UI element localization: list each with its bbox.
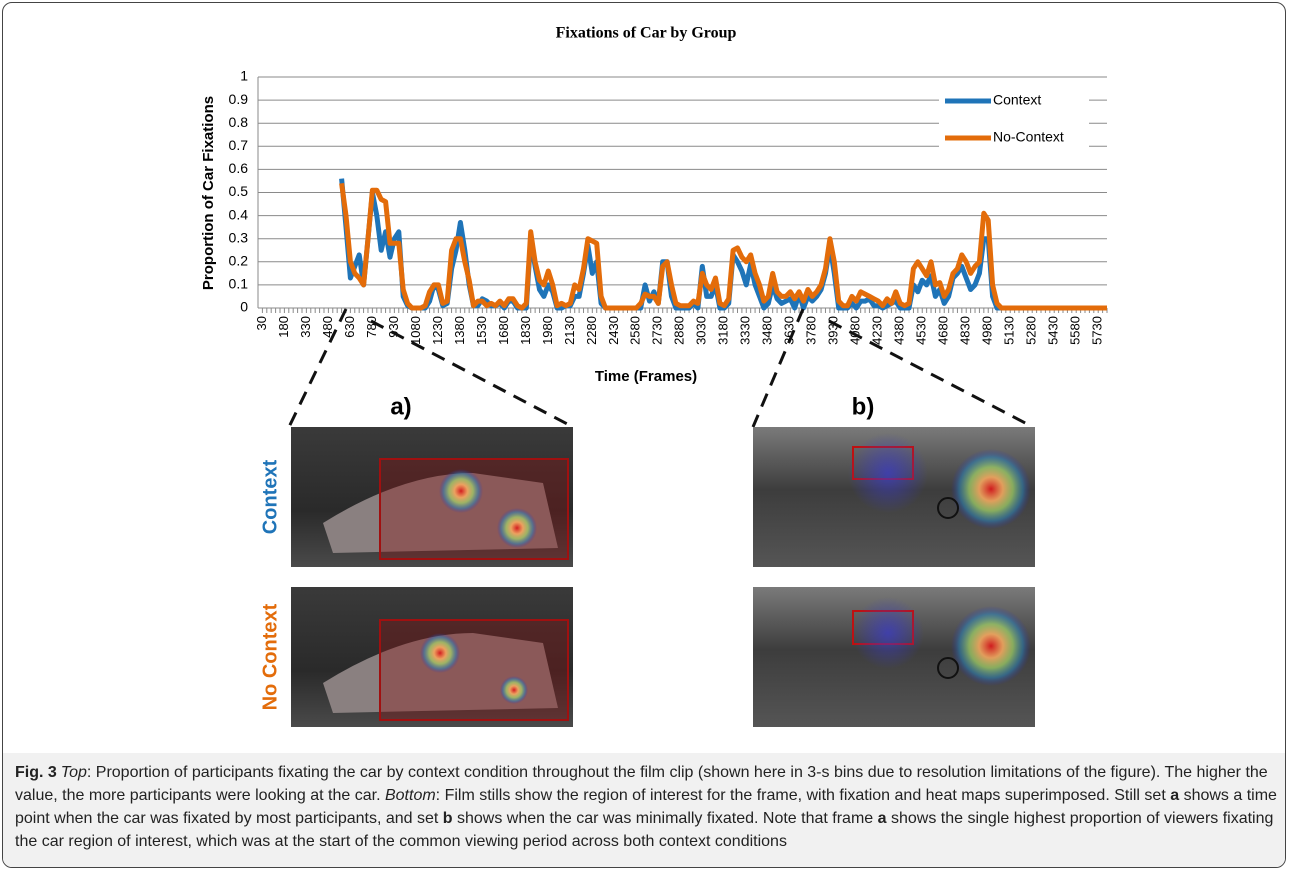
row-label: No Context	[259, 603, 281, 710]
x-tick-label: 2730	[650, 316, 665, 345]
x-axis-label: Time (Frames)	[595, 368, 697, 385]
lines	[339, 178, 1107, 311]
x-tick-label: 5130	[1002, 316, 1017, 345]
chart-title: Fixations of Car by Group	[556, 25, 737, 42]
x-tick-label: 180	[276, 316, 291, 338]
zoom-lines	[287, 308, 1034, 429]
y-axis-label: Proportion of Car Fixations	[200, 96, 217, 290]
y-tick-label: 0.3	[229, 229, 249, 245]
caption-text: Bottom	[384, 787, 436, 804]
x-tick-label: 630	[342, 316, 357, 338]
caption-text: a	[1170, 787, 1180, 804]
x-tick-label: 3030	[694, 316, 709, 345]
legend-label: No-Context	[993, 129, 1064, 145]
y-tick-label: 0.7	[229, 137, 249, 153]
x-tick-label: 1230	[430, 316, 445, 345]
x-tick-label: 4830	[958, 316, 973, 345]
x-tick-label: 2880	[672, 316, 687, 345]
x-tick-label: 3330	[738, 316, 753, 345]
film-still	[753, 587, 1035, 727]
x-tick-label: 2130	[562, 316, 577, 345]
x-tick-label: 2430	[606, 316, 621, 345]
y-tick-label: 0.1	[229, 276, 249, 292]
caption-text: : Film stills show the region of interes…	[435, 787, 1171, 804]
legend-box	[939, 85, 1089, 155]
y-tick-label: 0.5	[229, 183, 249, 199]
caption-label: Fig. 3	[15, 764, 57, 781]
x-tick-label: 1530	[474, 316, 489, 345]
x-tick-label: 4080	[848, 316, 863, 345]
x-tick-label: 4680	[936, 316, 951, 345]
x-tick-label: 5430	[1046, 316, 1061, 345]
x-tick-label: 480	[320, 316, 335, 338]
y-tick-label: 1	[240, 68, 248, 84]
x-tick-label: 330	[298, 316, 313, 338]
y-tick-label: 0.9	[229, 91, 249, 107]
caption-text: b	[442, 810, 453, 827]
x-tick-label: 4380	[892, 316, 907, 345]
caption-text: shows when the car was minimally fixated…	[452, 810, 878, 827]
x-tick-label: 3780	[804, 316, 819, 345]
series-line	[339, 182, 1107, 311]
x-tick-label: 3630	[782, 316, 797, 345]
caption-text: shows the single highest proportion of v…	[15, 810, 1274, 850]
y-tick-label: 0.8	[229, 114, 249, 130]
x-tick-label: 5730	[1090, 316, 1105, 345]
caption-text: Top	[60, 764, 87, 781]
panel-label: a)	[390, 393, 411, 420]
x-tick-label: 5280	[1024, 316, 1039, 345]
grid: 0 0.1 0.2 0.3 0.4 0.5 0.6 0.7 0.8 0.9 1 30 180 330 480…	[229, 68, 1108, 345]
caption: Fig. 3 Top: Proportion of participants fi…	[3, 753, 1285, 867]
x-tick-label: 1980	[540, 316, 555, 345]
x-tick-label: 3930	[826, 316, 841, 345]
y-tick-label: 0.4	[229, 206, 249, 222]
x-tick-label: 2280	[584, 316, 599, 345]
caption-text: shows a time point when the car was fixa…	[15, 787, 1277, 827]
legend-label: Context	[993, 92, 1041, 108]
caption-text: : Proportion of participants fixating th…	[15, 764, 1268, 804]
x-tick-label: 4230	[870, 316, 885, 345]
row-label: Context	[259, 459, 281, 534]
film-still	[291, 587, 573, 727]
film-still	[291, 427, 573, 567]
film-still	[753, 427, 1035, 567]
x-tick-label: 1830	[518, 316, 533, 345]
x-tick-label: 4530	[914, 316, 929, 345]
x-tick-label: 2580	[628, 316, 643, 345]
x-tick-label: 1680	[496, 316, 511, 345]
caption-text: a	[877, 810, 887, 827]
chart: Fixations of Car by Group Proportion of …	[200, 25, 1108, 727]
x-tick-label: 1380	[452, 316, 467, 345]
x-tick-label: 780	[364, 316, 379, 338]
x-tick-label: 5580	[1068, 316, 1083, 345]
legend: Context No-Context	[939, 85, 1089, 155]
y-tick-label: 0.2	[229, 253, 249, 269]
y-tick-label: 0	[240, 299, 248, 315]
x-tick-label: 30	[254, 316, 269, 330]
y-tick-label: 0.6	[229, 160, 249, 176]
x-tick-label: 4980	[980, 316, 995, 345]
x-tick-label: 3480	[760, 316, 775, 345]
panel-label: b)	[852, 393, 875, 420]
x-tick-label: 1080	[408, 316, 423, 345]
x-tick-label: 3180	[716, 316, 731, 345]
x-tick-label: 930	[386, 316, 401, 338]
